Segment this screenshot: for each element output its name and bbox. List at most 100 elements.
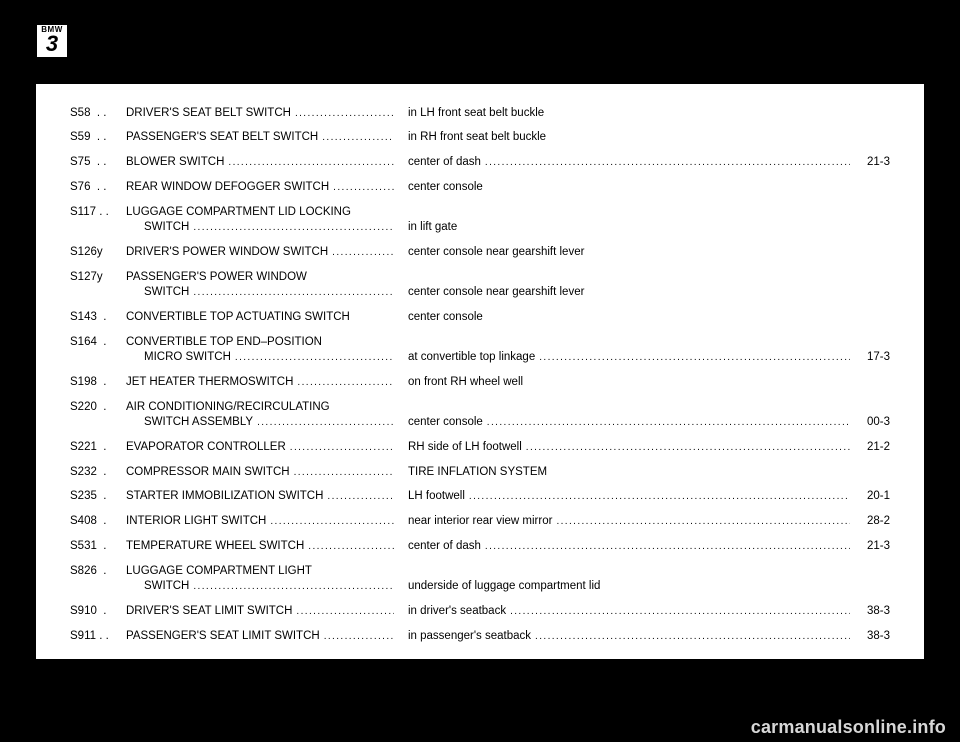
- component-location: in driver's seatback....................…: [394, 604, 850, 619]
- name-text: EVAPORATOR CONTROLLER: [126, 440, 286, 455]
- leader-dots: ........................................…: [328, 246, 394, 259]
- component-location: at convertible top linkage..............…: [394, 350, 850, 365]
- leader-dots: ........................................…: [531, 630, 850, 643]
- component-code: S221 .: [70, 440, 126, 455]
- location-text: in passenger's seatback: [408, 629, 531, 644]
- name-line: DRIVER'S SEAT BELT SWITCH...............…: [126, 106, 394, 121]
- table-row: S220 .AIR CONDITIONING/RECIRCULATINGSWIT…: [70, 400, 890, 430]
- component-location: in LH front seat belt buckle: [394, 106, 850, 121]
- location-text: on front RH wheel well: [408, 375, 523, 390]
- table-row: S408 .INTERIOR LIGHT SWITCH.............…: [70, 514, 890, 529]
- location-text: in lift gate: [408, 220, 457, 235]
- name-text: DRIVER'S POWER WINDOW SWITCH: [126, 245, 328, 260]
- component-name: CONVERTIBLE TOP ACTUATING SWITCH: [126, 310, 394, 325]
- table-row: S164 .CONVERTIBLE TOP END–POSITIONMICRO …: [70, 335, 890, 365]
- component-code: S58 . .: [70, 106, 126, 121]
- component-name: LUGGAGE COMPARTMENT LIGHTSWITCH.........…: [126, 564, 394, 594]
- leader-dots: ........................................…: [552, 515, 850, 528]
- leader-dots: ........................................…: [266, 515, 394, 528]
- component-code: S143 .: [70, 310, 126, 325]
- component-name: INTERIOR LIGHT SWITCH...................…: [126, 514, 394, 529]
- component-code: S127y: [70, 270, 126, 285]
- location-text: center console: [408, 180, 483, 195]
- component-location: center console: [394, 180, 850, 195]
- name-text: STARTER IMMOBILIZATION SWITCH: [126, 489, 323, 504]
- leader-dots: ........................................…: [292, 605, 394, 618]
- component-code: S164 .: [70, 335, 126, 350]
- name-text: PASSENGER'S POWER WINDOW: [126, 270, 307, 285]
- name-line: CONVERTIBLE TOP ACTUATING SWITCH: [126, 310, 394, 325]
- component-list: S58 . .DRIVER'S SEAT BELT SWITCH........…: [70, 106, 890, 645]
- component-name: JET HEATER THERMOSWITCH.................…: [126, 375, 394, 390]
- name-line: INTERIOR LIGHT SWITCH...................…: [126, 514, 394, 529]
- component-name: COMPRESSOR MAIN SWITCH..................…: [126, 465, 394, 480]
- name-text: AIR CONDITIONING/RECIRCULATING: [126, 400, 330, 415]
- component-location: center of dash..........................…: [394, 539, 850, 554]
- location-text: center console: [408, 415, 483, 430]
- name-line: COMPRESSOR MAIN SWITCH..................…: [126, 465, 394, 480]
- name-line: CONVERTIBLE TOP END–POSITION: [126, 335, 394, 350]
- table-row: S143 .CONVERTIBLE TOP ACTUATING SWITCH ce…: [70, 310, 890, 325]
- component-code: S76 . .: [70, 180, 126, 195]
- page-reference: 20-1: [850, 489, 890, 504]
- page-reference: 00-3: [850, 415, 890, 430]
- component-name: DRIVER'S POWER WINDOW SWITCH............…: [126, 245, 394, 260]
- leader-dots: ........................................…: [189, 286, 394, 299]
- component-name: CONVERTIBLE TOP END–POSITIONMICRO SWITCH…: [126, 335, 394, 365]
- page-reference: 21-3: [850, 155, 890, 170]
- location-text: in LH front seat belt buckle: [408, 106, 544, 121]
- component-name: STARTER IMMOBILIZATION SWITCH...........…: [126, 489, 394, 504]
- page-reference: 21-2: [850, 440, 890, 455]
- bmw-logo: BMW 3: [36, 24, 68, 58]
- name-line: REAR WINDOW DEFOGGER SWITCH.............…: [126, 180, 394, 195]
- component-name: PASSENGER'S SEAT BELT SWITCH............…: [126, 130, 394, 145]
- name-text: LUGGAGE COMPARTMENT LID LOCKING: [126, 205, 351, 220]
- location-text: LH footwell: [408, 489, 465, 504]
- component-name: PASSENGER'S SEAT LIMIT SWITCH...........…: [126, 629, 394, 644]
- location-text: center console near gearshift lever: [408, 285, 584, 300]
- leader-dots: ........................................…: [290, 466, 394, 479]
- watermark: carmanualsonline.info: [751, 717, 946, 738]
- leader-dots: ........................................…: [291, 107, 394, 120]
- component-code: S75 . .: [70, 155, 126, 170]
- component-name: REAR WINDOW DEFOGGER SWITCH.............…: [126, 180, 394, 195]
- leader-dots: ........................................…: [535, 351, 850, 364]
- component-code: S408 .: [70, 514, 126, 529]
- page-reference: 21-3: [850, 539, 890, 554]
- component-location: LH footwell.............................…: [394, 489, 850, 504]
- name-text: DRIVER'S SEAT BELT SWITCH: [126, 106, 291, 121]
- table-row: S826 .LUGGAGE COMPARTMENT LIGHTSWITCH...…: [70, 564, 890, 594]
- page-reference: 17-3: [850, 350, 890, 365]
- component-location: center console near gearshift lever: [394, 245, 850, 260]
- name-text: PASSENGER'S SEAT LIMIT SWITCH: [126, 629, 320, 644]
- table-row: S198 .JET HEATER THERMOSWITCH...........…: [70, 375, 890, 390]
- component-code: S117 . .: [70, 205, 126, 220]
- leader-dots: ........................................…: [483, 416, 850, 429]
- leader-dots: ........................................…: [224, 156, 394, 169]
- leader-dots: ........................................…: [329, 181, 394, 194]
- component-code: S126y: [70, 245, 126, 260]
- component-name: DRIVER'S SEAT BELT SWITCH...............…: [126, 106, 394, 121]
- name-text: PASSENGER'S SEAT BELT SWITCH: [126, 130, 318, 145]
- location-text: center console: [408, 310, 483, 325]
- component-code: S910 .: [70, 604, 126, 619]
- name-line: DRIVER'S SEAT LIMIT SWITCH..............…: [126, 604, 394, 619]
- component-code: S232 .: [70, 465, 126, 480]
- page-reference: 38-3: [850, 629, 890, 644]
- location-text: in driver's seatback: [408, 604, 506, 619]
- leader-dots: ........................................…: [522, 441, 850, 454]
- page-reference: 38-3: [850, 604, 890, 619]
- name-text: JET HEATER THERMOSWITCH: [126, 375, 293, 390]
- location-text: center of dash: [408, 155, 481, 170]
- leader-dots: ........................................…: [286, 441, 394, 454]
- component-location: center console near gearshift lever: [394, 285, 850, 300]
- leader-dots: ........................................…: [318, 131, 394, 144]
- component-name: LUGGAGE COMPARTMENT LID LOCKINGSWITCH...…: [126, 205, 394, 235]
- name-line: AIR CONDITIONING/RECIRCULATING: [126, 400, 394, 415]
- name-text: LUGGAGE COMPARTMENT LIGHT: [126, 564, 312, 579]
- name-line: TEMPERATURE WHEEL SWITCH................…: [126, 539, 394, 554]
- table-row: S910 .DRIVER'S SEAT LIMIT SWITCH........…: [70, 604, 890, 619]
- name-text: CONVERTIBLE TOP ACTUATING SWITCH: [126, 310, 350, 325]
- component-location: center console: [394, 310, 850, 325]
- component-name: BLOWER SWITCH...........................…: [126, 155, 394, 170]
